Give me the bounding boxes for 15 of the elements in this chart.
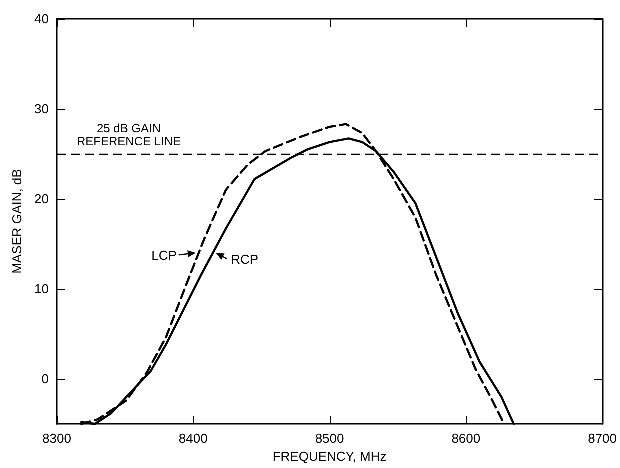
x-tick-label: 8500 bbox=[315, 431, 344, 446]
series-label: LCP bbox=[152, 248, 177, 264]
x-tick-label: 8600 bbox=[452, 431, 481, 446]
x-axis-title: FREQUENCY, MHz bbox=[272, 449, 387, 464]
y-tick-label: 0 bbox=[42, 372, 49, 387]
y-tick-label: 20 bbox=[34, 192, 49, 207]
y-tick-label: 40 bbox=[34, 12, 49, 26]
y-axis-title: MASER GAIN, dB bbox=[10, 169, 25, 274]
y-tick-label: 10 bbox=[34, 282, 49, 297]
y-tick-label: 30 bbox=[34, 102, 49, 117]
x-tick-label: 8700 bbox=[588, 431, 617, 446]
ref-line-label: 25 dB GAIN REFERENCE LINE bbox=[76, 122, 182, 149]
legend-label: RCP bbox=[231, 252, 259, 268]
x-tick-label: 8300 bbox=[42, 431, 72, 446]
x-tick-label: 8400 bbox=[178, 431, 208, 446]
